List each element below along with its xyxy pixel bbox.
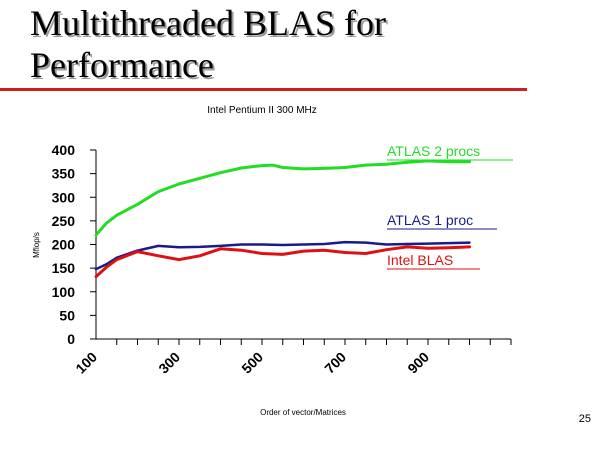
- slide-title: Multithreaded BLAS for Performance: [30, 3, 386, 85]
- series-line-intel-blas: [94, 245, 471, 279]
- series-line-atlas-2-procs: [94, 159, 471, 237]
- title-rule: [0, 88, 527, 91]
- y-tick-label: 400: [52, 142, 76, 158]
- legend-label-atlas-1-proc: ATLAS 1 proc: [387, 212, 473, 228]
- y-tick-label: 0: [67, 331, 75, 347]
- legend: ATLAS 2 procs ATLAS 1 proc Intel BLAS: [387, 143, 513, 270]
- x-axis-label: Order of vector/Matrices: [260, 408, 346, 417]
- y-tick-label: 350: [52, 166, 76, 182]
- x-tick-label: 700: [321, 349, 349, 377]
- legend-label-intel-blas: Intel BLAS: [387, 252, 453, 268]
- x-tick-label: 900: [404, 349, 432, 377]
- x-tick-label: 100: [72, 349, 100, 377]
- legend-label-atlas-2-procs: ATLAS 2 procs: [387, 143, 480, 159]
- y-tick-label: 200: [52, 237, 76, 253]
- chart-title: Intel Pentium II 300 MHz: [207, 105, 317, 116]
- y-tick-label: 300: [52, 189, 76, 205]
- y-tick-label: 50: [59, 307, 75, 323]
- page-number: 25: [578, 413, 591, 425]
- y-tick-label: 250: [52, 213, 76, 229]
- y-tick-label: 100: [52, 284, 76, 300]
- x-tick-label: 500: [238, 349, 266, 377]
- series-lines: [94, 159, 471, 279]
- y-tick-label: 150: [52, 260, 76, 276]
- series-line-atlas-1-proc: [94, 240, 471, 271]
- y-axis-label: Mflop/s: [32, 232, 41, 258]
- x-tick-label: 300: [155, 349, 183, 377]
